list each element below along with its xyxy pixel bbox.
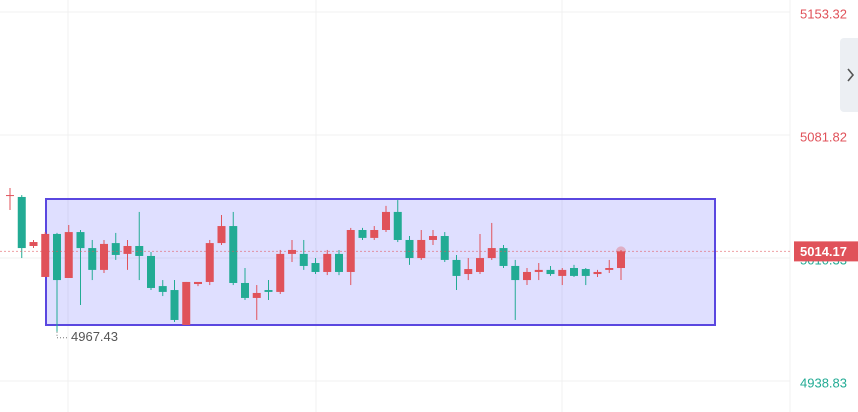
chevron-icon[interactable] — [847, 68, 855, 82]
last-price-badge — [794, 241, 858, 262]
candle-body — [429, 236, 437, 240]
candle-body — [170, 290, 179, 320]
candle-body — [405, 239, 414, 259]
candle-body — [464, 269, 473, 275]
candle-body — [76, 232, 85, 249]
candle-body — [605, 268, 614, 270]
candle-body — [581, 269, 590, 276]
candle-body — [323, 253, 332, 272]
candle-body — [229, 226, 238, 283]
candle-body — [182, 281, 191, 325]
candle-body — [370, 229, 379, 238]
candle-body — [311, 263, 320, 272]
candle-body — [158, 286, 167, 292]
candle-body — [252, 292, 261, 298]
candle-body — [194, 281, 202, 285]
candle-body — [546, 269, 555, 275]
candle-body — [276, 253, 285, 292]
candle-body — [135, 245, 144, 256]
candle-body — [335, 253, 343, 272]
candle-body — [382, 211, 390, 230]
candle-body — [593, 271, 602, 275]
candles — [6, 188, 625, 332]
candle-body — [29, 242, 38, 246]
candle-body — [440, 236, 449, 260]
candle-body — [53, 233, 61, 281]
candle-body — [217, 226, 226, 244]
candle-body — [358, 229, 367, 238]
overlay: 4967.43 — [0, 246, 792, 344]
candle-body — [346, 229, 355, 272]
last-price-label: 5014.17 — [800, 244, 847, 259]
candle-body — [393, 211, 402, 240]
candle-body — [523, 271, 531, 281]
candle-body — [617, 251, 625, 269]
candle-body — [264, 290, 273, 292]
candle-body — [205, 243, 214, 282]
candle-body — [499, 248, 508, 266]
candle-body — [417, 239, 426, 259]
candle-body — [288, 249, 296, 254]
candle-body — [111, 243, 120, 255]
candle-body — [476, 258, 484, 272]
candle-body — [241, 282, 249, 298]
candle-body — [17, 196, 26, 249]
candle-body — [511, 265, 520, 281]
candle-body — [570, 268, 578, 276]
y-tick-label: 5081.82 — [800, 129, 847, 144]
candle-body — [147, 255, 155, 288]
low-marker-label: 4967.43 — [71, 329, 118, 344]
candle-body — [487, 248, 496, 259]
candle-body — [123, 245, 132, 254]
candle-body — [558, 269, 567, 276]
vertical-grid — [67, 0, 563, 412]
candle-body — [88, 248, 97, 270]
y-tick-label: 4938.83 — [800, 375, 847, 390]
candle-body — [100, 243, 108, 270]
horizontal-grid — [0, 11, 790, 382]
candle-body — [452, 259, 461, 276]
candle-body — [41, 233, 50, 277]
last-price-glow — [616, 246, 626, 257]
y-tick-label: 5153.32 — [800, 6, 847, 21]
candle-body — [6, 195, 14, 197]
collapse-button[interactable] — [840, 38, 858, 112]
candle-body — [534, 269, 543, 272]
candle-body — [64, 232, 73, 278]
range-box[interactable] — [45, 198, 716, 326]
low-marker-line — [56, 331, 69, 339]
collapse-button-bg[interactable] — [840, 38, 858, 112]
candle-body — [299, 253, 308, 266]
